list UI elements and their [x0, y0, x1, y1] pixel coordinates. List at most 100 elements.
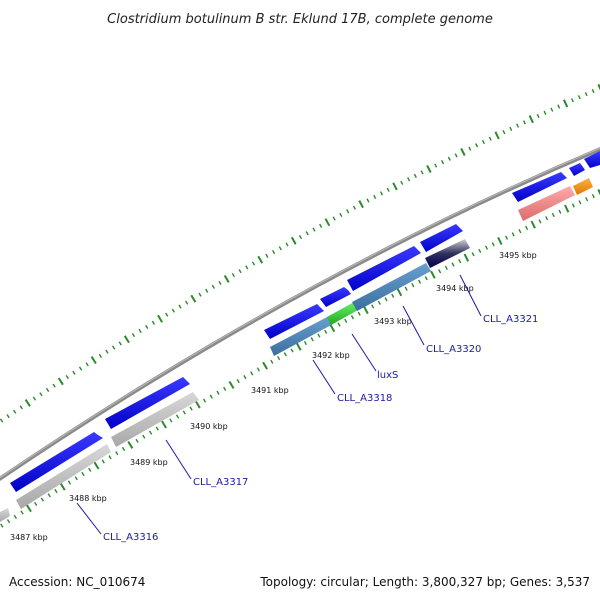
- gene-cll-a3317-reverse[interactable]: [111, 392, 199, 447]
- minor-tick: [571, 203, 575, 208]
- minor-tick: [411, 283, 415, 288]
- minor-tick: [108, 455, 112, 460]
- major-tick: [324, 218, 331, 227]
- minor-tick: [151, 320, 156, 325]
- major-tick: [290, 236, 297, 245]
- minor-tick: [205, 288, 209, 293]
- minor-tick: [39, 392, 43, 397]
- leader-cll-a3318: [312, 359, 336, 395]
- major-tick: [396, 288, 403, 297]
- minor-tick: [377, 300, 381, 305]
- minor-tick: [155, 426, 159, 431]
- gene-cll-a3316-forward[interactable]: [10, 432, 103, 492]
- gene-cll-a3318-forward[interactable]: [264, 304, 324, 339]
- minor-tick: [440, 159, 445, 165]
- minor-tick: [238, 269, 242, 274]
- gene-reverse-edge[interactable]: [0, 508, 10, 522]
- gene-luxs-forward[interactable]: [320, 287, 351, 307]
- gene-cll-a3317-forward[interactable]: [105, 377, 190, 429]
- gene-label-cll-a3316[interactable]: CLL_A3316: [103, 532, 158, 543]
- major-tick: [257, 255, 264, 264]
- minor-tick: [278, 246, 282, 251]
- gene-cll-a3316-reverse[interactable]: [16, 444, 111, 509]
- minor-tick: [475, 143, 479, 148]
- minor-tick: [312, 227, 316, 232]
- kbp-label: 3488 kbp: [69, 494, 107, 503]
- minor-tick: [522, 120, 526, 125]
- genome-backbone: [0, 147, 600, 482]
- gene-label-cll-a3318[interactable]: CLL_A3318: [337, 393, 392, 404]
- kbp-label: 3490 kbp: [190, 422, 228, 431]
- minor-tick: [478, 248, 482, 254]
- minor-tick: [243, 375, 247, 380]
- gene-cll-a3318-reverse[interactable]: [270, 316, 333, 356]
- minor-tick: [471, 252, 475, 257]
- minor-tick: [417, 279, 422, 284]
- major-tick: [494, 131, 500, 140]
- minor-tick: [40, 497, 45, 502]
- minor-tick: [557, 104, 561, 109]
- minor-tick: [276, 355, 281, 361]
- minor-tick: [145, 324, 149, 329]
- minor-tick: [285, 242, 289, 247]
- gene-label-cll-a3317[interactable]: CLL_A3317: [193, 477, 248, 488]
- minor-tick: [585, 197, 589, 202]
- minor-tick: [305, 231, 309, 236]
- minor-tick: [184, 300, 189, 305]
- minor-tick: [454, 153, 458, 158]
- minor-tick: [505, 235, 509, 240]
- gene-label-luxs[interactable]: luxS: [377, 370, 398, 381]
- minor-tick: [298, 234, 303, 240]
- gene-luxs-highlight[interactable]: [327, 302, 358, 325]
- minor-tick: [434, 163, 438, 168]
- minor-tick: [366, 198, 370, 203]
- kbp-label: 3495 kbp: [499, 251, 537, 260]
- minor-tick: [101, 459, 105, 464]
- minor-tick: [310, 337, 314, 342]
- major-tick: [59, 482, 66, 491]
- kbp-labels: 3487 kbp 3488 kbp 3489 kbp 3490 kbp 3491…: [10, 251, 537, 542]
- minor-tick: [138, 328, 142, 334]
- label-leader-lines: [76, 274, 482, 535]
- minor-tick: [536, 113, 540, 119]
- minor-tick: [165, 312, 169, 317]
- gene-cll-a3320-forward[interactable]: [347, 246, 421, 291]
- gene-forward-3[interactable]: [584, 151, 600, 168]
- leader-cll-a3321: [459, 274, 482, 317]
- minor-tick: [391, 293, 395, 298]
- minor-tick: [105, 349, 109, 354]
- minor-tick: [484, 245, 489, 250]
- major-tick: [24, 399, 31, 407]
- leader-luxs: [351, 333, 377, 372]
- minor-tick: [458, 258, 462, 264]
- gene-cll-a3321-reverse[interactable]: [425, 239, 470, 268]
- gene-label-cll-a3321[interactable]: CLL_A3321: [483, 314, 538, 325]
- major-tick: [157, 314, 163, 323]
- minor-tick: [290, 348, 294, 353]
- gene-orange-feature[interactable]: [573, 178, 593, 195]
- minor-tick: [250, 371, 254, 376]
- major-tick: [228, 380, 235, 389]
- minor-tick: [303, 340, 308, 346]
- accession-text: Accession: NC_010674: [9, 575, 145, 589]
- inner-tick-track: [0, 188, 600, 528]
- minor-tick: [511, 232, 515, 237]
- gene-salmon-feature[interactable]: [518, 186, 575, 221]
- minor-tick: [6, 519, 11, 524]
- minor-tick: [0, 418, 4, 423]
- minor-tick: [332, 216, 336, 221]
- genome-backbone-highlight: [0, 147, 600, 479]
- minor-tick: [591, 88, 595, 94]
- gene-forward-2[interactable]: [569, 163, 585, 176]
- gene-cll-a3321-forward[interactable]: [420, 224, 463, 252]
- minor-tick: [74, 476, 78, 481]
- major-tick: [597, 188, 600, 196]
- minor-tick: [78, 366, 83, 371]
- gene-label-cll-a3320[interactable]: CLL_A3320: [426, 344, 481, 355]
- minor-tick: [317, 333, 321, 338]
- major-tick: [295, 342, 302, 351]
- minor-tick: [52, 383, 56, 388]
- major-tick: [564, 204, 570, 213]
- gene-cll-a3320-reverse[interactable]: [352, 263, 431, 311]
- gene-forward-1[interactable]: [512, 172, 567, 202]
